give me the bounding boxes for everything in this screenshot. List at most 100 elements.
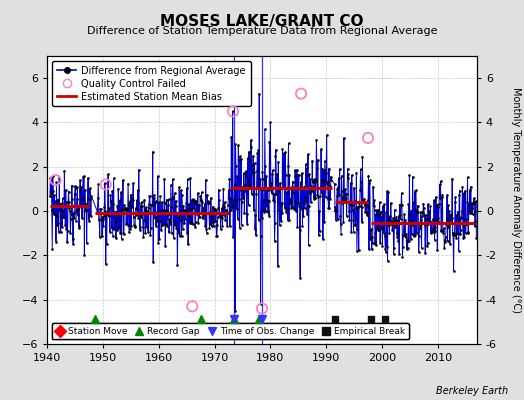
Point <box>375 227 384 233</box>
Point <box>405 237 413 244</box>
Point <box>339 219 347 225</box>
Point <box>384 216 392 223</box>
Point <box>240 210 248 216</box>
Point <box>263 197 271 203</box>
Point <box>401 217 409 223</box>
Point <box>246 183 255 190</box>
Point <box>436 178 445 185</box>
Point <box>450 230 458 236</box>
Point <box>367 246 376 252</box>
Point <box>117 189 125 196</box>
Point <box>344 175 352 182</box>
Point <box>427 218 435 225</box>
Point <box>116 206 125 213</box>
Point <box>447 211 455 218</box>
Point <box>280 150 288 156</box>
Point <box>391 224 400 230</box>
Point <box>331 208 339 214</box>
Point <box>126 198 135 204</box>
Point <box>54 229 63 235</box>
Point <box>85 212 94 218</box>
Point <box>118 207 126 214</box>
Point <box>360 196 368 202</box>
Point <box>364 204 372 210</box>
Point <box>430 236 439 243</box>
Point <box>103 210 111 217</box>
Point <box>184 212 193 219</box>
Point <box>466 184 475 190</box>
Point <box>273 177 281 184</box>
Point <box>206 194 215 201</box>
Point <box>277 218 285 224</box>
Point <box>365 180 374 186</box>
Point <box>320 167 328 173</box>
Point <box>105 205 113 212</box>
Point <box>152 222 160 229</box>
Point <box>242 173 250 179</box>
Point <box>209 204 217 210</box>
Point <box>290 206 298 212</box>
Point <box>59 208 68 214</box>
Point <box>337 230 345 237</box>
Point <box>421 221 429 228</box>
Point <box>140 217 148 224</box>
Point <box>340 135 348 141</box>
Point <box>407 207 416 214</box>
Point <box>219 202 227 208</box>
Point <box>221 216 230 223</box>
Point <box>412 207 421 214</box>
Point <box>288 184 296 190</box>
Point <box>289 186 297 192</box>
Point <box>69 236 77 242</box>
Point <box>406 211 414 218</box>
Point <box>256 301 265 307</box>
Point <box>201 223 210 230</box>
Point <box>462 220 471 227</box>
Point <box>267 180 275 186</box>
Point <box>205 210 213 217</box>
Point <box>469 201 477 207</box>
Point <box>300 200 308 206</box>
Point <box>367 226 375 233</box>
Point <box>363 212 372 218</box>
Point <box>244 177 252 183</box>
Point <box>234 142 243 148</box>
Point <box>394 238 402 244</box>
Point <box>318 177 326 184</box>
Point <box>142 204 150 210</box>
Point <box>159 209 168 216</box>
Point <box>165 196 173 203</box>
Point <box>450 268 458 274</box>
Point <box>392 220 400 226</box>
Point <box>194 190 202 196</box>
Point <box>442 234 450 240</box>
Point <box>193 210 201 217</box>
Point <box>288 204 297 210</box>
Point <box>129 180 137 186</box>
Point <box>182 200 190 206</box>
Point <box>324 204 333 211</box>
Point <box>337 172 346 179</box>
Point <box>272 171 281 178</box>
Point <box>189 221 197 228</box>
Point <box>254 147 263 153</box>
Point <box>70 210 78 216</box>
Point <box>305 189 314 196</box>
Point <box>400 233 409 240</box>
Point <box>147 202 156 208</box>
Point <box>107 198 115 204</box>
Point <box>217 215 226 221</box>
Point <box>216 210 224 217</box>
Point <box>191 219 200 226</box>
Point <box>166 220 174 227</box>
Point <box>183 230 191 236</box>
Point <box>61 202 69 209</box>
Point <box>62 225 70 232</box>
Point <box>472 198 480 204</box>
Point <box>393 234 401 241</box>
Point <box>257 233 265 239</box>
Point <box>249 153 257 159</box>
Point <box>136 227 144 234</box>
Point <box>372 230 380 236</box>
Point <box>154 240 162 246</box>
